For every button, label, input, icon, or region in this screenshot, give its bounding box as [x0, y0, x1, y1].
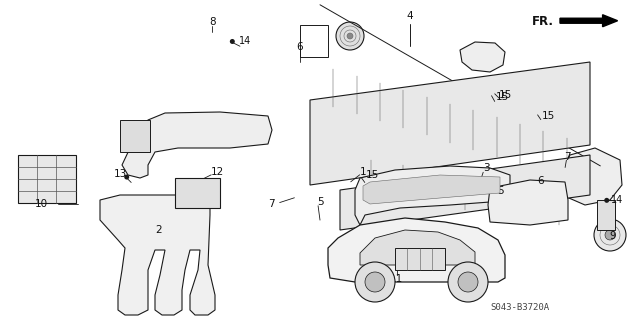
- Text: 15: 15: [499, 90, 513, 100]
- Circle shape: [360, 175, 364, 179]
- Circle shape: [336, 22, 364, 50]
- FancyBboxPatch shape: [175, 178, 220, 208]
- Text: S043-B3720A: S043-B3720A: [490, 302, 549, 311]
- Text: 15: 15: [198, 201, 212, 211]
- Text: 5: 5: [317, 197, 323, 207]
- Text: 8: 8: [209, 17, 216, 27]
- Text: FR.: FR.: [532, 15, 554, 28]
- Circle shape: [536, 112, 540, 116]
- Polygon shape: [355, 166, 510, 225]
- FancyBboxPatch shape: [395, 248, 445, 270]
- Circle shape: [347, 33, 353, 39]
- Circle shape: [493, 91, 497, 95]
- Text: 1: 1: [360, 167, 367, 177]
- Circle shape: [594, 219, 626, 251]
- FancyBboxPatch shape: [120, 120, 150, 152]
- Polygon shape: [360, 230, 475, 265]
- FancyBboxPatch shape: [18, 155, 76, 203]
- Text: 9: 9: [610, 231, 616, 241]
- Polygon shape: [340, 155, 590, 230]
- Text: 6: 6: [538, 176, 544, 186]
- Text: 15: 15: [366, 170, 380, 180]
- Polygon shape: [488, 180, 568, 225]
- Text: 13: 13: [114, 169, 127, 179]
- Polygon shape: [328, 218, 505, 282]
- Circle shape: [458, 272, 478, 292]
- Text: 2: 2: [156, 225, 162, 235]
- Text: 12: 12: [211, 167, 224, 177]
- Circle shape: [365, 272, 385, 292]
- Text: 15: 15: [496, 92, 509, 102]
- Circle shape: [490, 93, 493, 97]
- Polygon shape: [100, 195, 215, 315]
- Text: 7: 7: [564, 152, 571, 162]
- Circle shape: [604, 198, 609, 203]
- Text: 6: 6: [296, 42, 303, 52]
- Circle shape: [355, 262, 395, 302]
- Text: 11: 11: [390, 274, 403, 284]
- Text: 4: 4: [406, 11, 413, 21]
- Circle shape: [191, 202, 195, 205]
- Circle shape: [605, 230, 615, 240]
- FancyBboxPatch shape: [597, 200, 615, 230]
- Polygon shape: [122, 112, 272, 178]
- Circle shape: [124, 174, 129, 180]
- Polygon shape: [460, 42, 505, 72]
- Polygon shape: [363, 175, 500, 204]
- Text: 14: 14: [239, 36, 251, 47]
- Text: 7: 7: [268, 198, 275, 209]
- Circle shape: [230, 39, 235, 44]
- Polygon shape: [560, 148, 622, 205]
- Text: 5: 5: [497, 186, 504, 196]
- Text: 10: 10: [35, 198, 48, 209]
- FancyArrow shape: [560, 15, 618, 27]
- Circle shape: [448, 262, 488, 302]
- Text: 14: 14: [611, 195, 623, 205]
- Text: 15: 15: [541, 111, 555, 122]
- Text: 3: 3: [483, 163, 490, 174]
- Polygon shape: [310, 62, 590, 185]
